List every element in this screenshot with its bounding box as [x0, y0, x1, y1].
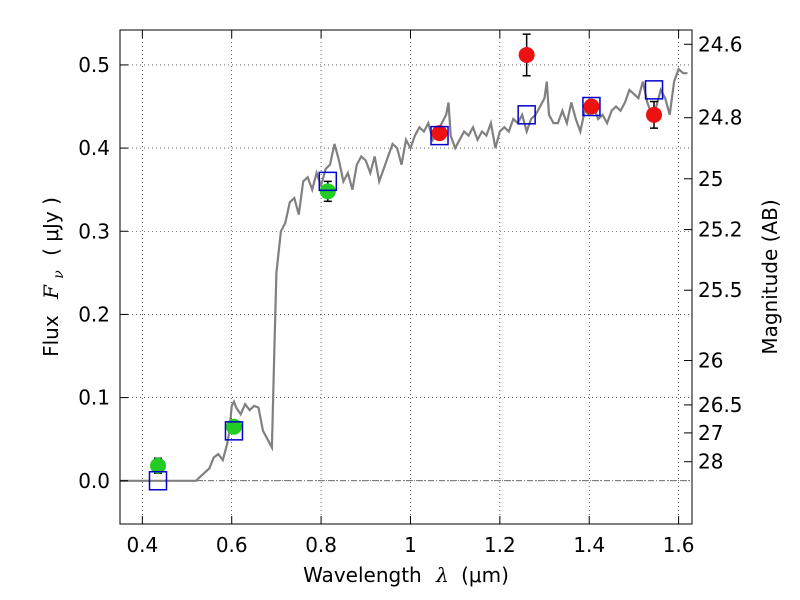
magnitude-tick-label-8: 28: [698, 450, 723, 474]
x-tick-label-6: 1.6: [663, 533, 695, 557]
green-point-1: [225, 418, 242, 435]
magnitude-tick-label-3: 25.2: [698, 218, 743, 242]
y-tick-label-0: 0.0: [78, 469, 110, 493]
y-tick-label-5: 0.5: [78, 53, 110, 77]
x-axis-ticks: 0.4 0.6 0.8 1 1.2 1.4 1.6: [126, 30, 695, 557]
magnitude-axis-label: Magnitude (AB): [758, 199, 782, 354]
red-point-3: [646, 106, 663, 123]
green-point-2: [319, 183, 336, 200]
x-tick-label-4: 1.2: [484, 533, 516, 557]
model-square-3: [430, 125, 449, 146]
plot-background: [120, 30, 692, 524]
y-axis-ticks: 0.0 0.1 0.2 0.3 0.4 0.5: [78, 53, 128, 493]
model-photometry-squares: [148, 80, 664, 491]
x-tick-label-1: 0.6: [216, 533, 248, 557]
observed-photometry-points: [149, 46, 663, 474]
model-square-2: [318, 171, 338, 192]
x-tick-label-5: 1.4: [573, 533, 605, 557]
x-axis-label-unit: (μm): [461, 563, 509, 587]
magnitude-tick-label-5: 26: [698, 349, 723, 373]
x-axis-label-symbol: λ: [435, 563, 449, 587]
red-point-0: [431, 125, 448, 142]
y-tick-label-1: 0.1: [78, 386, 110, 410]
model-square-4: [517, 105, 536, 125]
magnitude-axis-ticks: 24.6 24.8 25 25.2 25.5 26 26.5 27 28: [684, 32, 743, 474]
y-tick-label-4: 0.4: [78, 136, 110, 160]
x-tick-label-3: 1: [404, 533, 417, 557]
green-point-0: [149, 457, 166, 474]
x-tick-label-0: 0.4: [126, 533, 158, 557]
y-tick-label-2: 0.2: [78, 302, 110, 326]
magnitude-tick-label-2: 25: [698, 167, 723, 191]
y-axis-label-symbol: F: [39, 284, 63, 300]
x-tick-label-2: 0.8: [305, 533, 337, 557]
y-axis-label-text: Flux: [39, 315, 63, 357]
magnitude-tick-label-6: 26.5: [698, 393, 743, 417]
y-axis-label-unit: ( μJy ): [39, 197, 63, 256]
model-square-6: [644, 80, 664, 100]
plot-frame: [119, 29, 693, 525]
model-square-1: [224, 421, 244, 441]
magnitude-tick-label-4: 25.5: [698, 278, 743, 302]
model-square-5: [582, 96, 601, 117]
red-point-2: [583, 98, 600, 115]
y-axis-label-subscript: ν: [51, 270, 67, 279]
magnitude-tick-label-7: 27: [698, 421, 723, 445]
magnitude-tick-label-1: 24.8: [698, 106, 743, 130]
x-axis-label-text: Wavelength: [303, 563, 422, 587]
magnitude-tick-label-0: 24.6: [698, 32, 743, 56]
y-axis-label: Flux F ν ( μJy ): [39, 197, 68, 357]
model-square-0: [148, 471, 168, 491]
x-axis-label: Wavelength λ (μm): [303, 563, 509, 587]
red-point-1: [518, 46, 535, 63]
y-tick-label-3: 0.3: [78, 219, 110, 243]
